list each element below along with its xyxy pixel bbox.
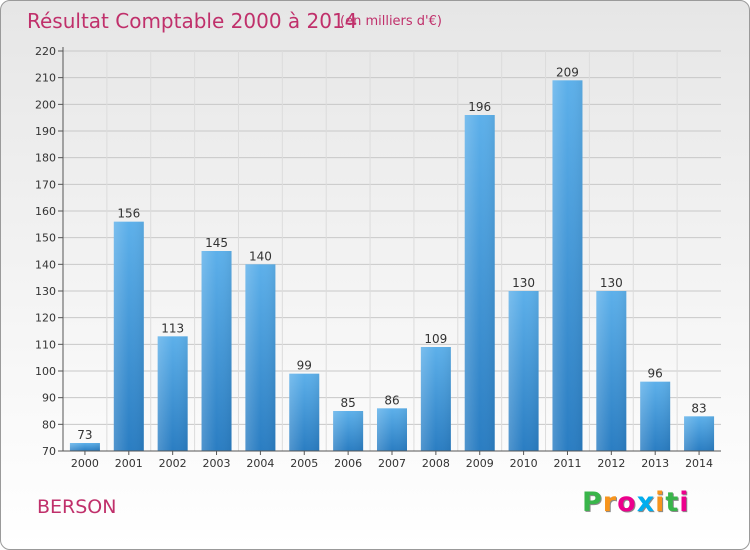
- logo-letter: i: [679, 487, 690, 518]
- bar-value-label: 99: [297, 359, 312, 373]
- bar-value-label: 109: [424, 332, 447, 346]
- axes: 7080901001101201301401501601701801902002…: [35, 45, 721, 470]
- logo-letter: r: [602, 487, 618, 518]
- y-tick-label: 170: [35, 178, 56, 191]
- x-tick-label: 2012: [597, 457, 625, 470]
- bar-shading: [69, 443, 100, 451]
- bar-value-label: 86: [384, 393, 399, 407]
- y-tick-label: 130: [35, 285, 56, 298]
- y-tick-label: 210: [35, 72, 56, 85]
- y-tick-label: 150: [35, 232, 56, 245]
- bars: 73 156 113 145 140 99 85 86 109 196 130 209 130 96 83: [69, 65, 715, 451]
- chart-subtitle: (en milliers d'€): [340, 14, 442, 29]
- x-tick-label: 2013: [641, 457, 669, 470]
- bar-value-label: 73: [77, 428, 92, 442]
- chart-title: Résultat Comptable 2000 à 2014: [27, 9, 358, 33]
- y-tick-label: 100: [35, 365, 56, 378]
- proxiti-logo: Proxiti: [582, 487, 690, 518]
- bar-value-label: 145: [205, 236, 228, 250]
- y-tick-label: 220: [35, 45, 56, 58]
- bar-shading: [245, 264, 276, 451]
- x-tick-label: 2005: [290, 457, 318, 470]
- bar-shading: [113, 221, 144, 451]
- x-tick-label: 2014: [685, 457, 713, 470]
- y-tick-label: 200: [35, 98, 56, 111]
- y-tick-label: 110: [35, 338, 56, 351]
- commune-name: BERSON: [37, 496, 117, 518]
- x-tick-label: 2007: [378, 457, 406, 470]
- y-tick-label: 140: [35, 258, 56, 271]
- x-tick-label: 2002: [159, 457, 187, 470]
- bar-value-label: 130: [600, 276, 623, 290]
- x-tick-label: 2009: [466, 457, 494, 470]
- x-tick-label: 2001: [115, 457, 143, 470]
- logo-letter: P: [582, 487, 603, 518]
- bar-value-label: 156: [117, 207, 140, 221]
- y-tick-label: 70: [42, 445, 56, 458]
- bar-shading: [464, 115, 495, 451]
- logo-letter: o: [617, 487, 637, 518]
- bar-shading: [640, 381, 671, 451]
- bar-shading: [596, 291, 627, 451]
- bar-value-label: 85: [340, 396, 355, 410]
- y-tick-label: 190: [35, 125, 56, 138]
- bar-shading: [157, 336, 188, 451]
- bar-value-label: 83: [691, 401, 706, 415]
- y-tick-label: 120: [35, 312, 56, 325]
- bar-value-label: 130: [512, 276, 535, 290]
- y-tick-label: 90: [42, 392, 56, 405]
- x-tick-label: 2006: [334, 457, 362, 470]
- bar-shading: [420, 347, 451, 451]
- bar-shading: [377, 408, 407, 451]
- bar-value-label: 196: [468, 100, 491, 114]
- y-tick-label: 180: [35, 152, 56, 165]
- bar-value-label: 113: [161, 321, 184, 335]
- bar-value-label: 140: [249, 249, 272, 263]
- y-tick-label: 80: [42, 418, 56, 431]
- x-tick-label: 2010: [510, 457, 538, 470]
- y-tick-label: 160: [35, 205, 56, 218]
- logo-letter: i: [655, 487, 666, 518]
- bar-shading: [333, 411, 364, 451]
- x-tick-label: 2000: [71, 457, 99, 470]
- bar-shading: [552, 80, 583, 451]
- bar-shading: [289, 373, 320, 451]
- bar-shading: [508, 291, 539, 451]
- x-tick-label: 2003: [203, 457, 231, 470]
- bar-shading: [684, 416, 715, 451]
- bar-shading: [201, 251, 232, 451]
- bar-value-label: 209: [556, 65, 579, 79]
- bar-value-label: 96: [648, 367, 663, 381]
- x-tick-label: 2008: [422, 457, 450, 470]
- x-tick-label: 2011: [553, 457, 581, 470]
- logo-letter: t: [665, 487, 680, 518]
- logo-letter: x: [636, 487, 656, 518]
- x-tick-label: 2004: [246, 457, 274, 470]
